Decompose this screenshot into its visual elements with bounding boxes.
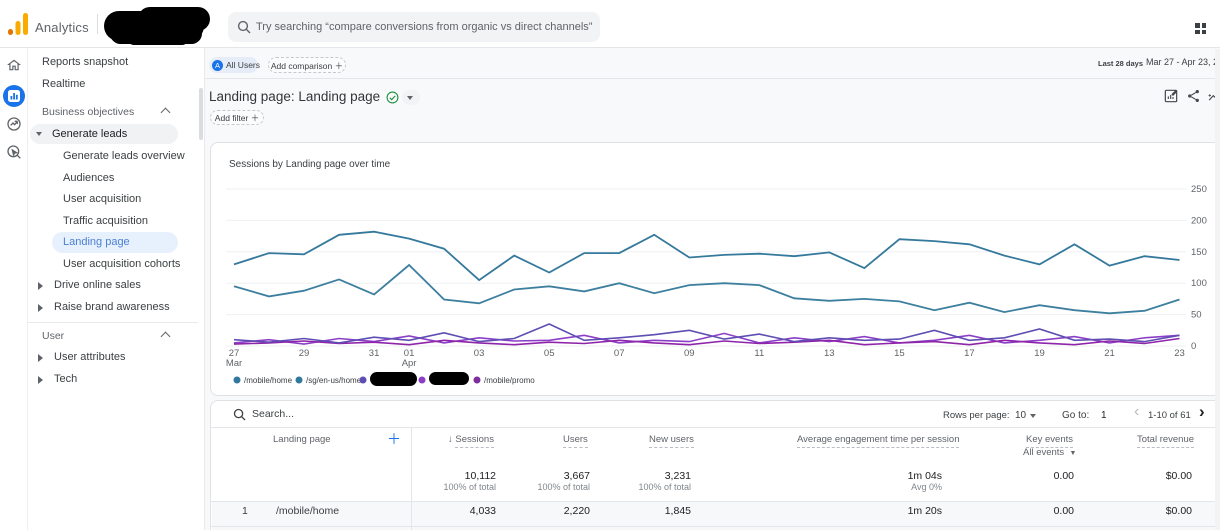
svg-text:100: 100 bbox=[1191, 278, 1207, 289]
svg-text:27: 27 bbox=[229, 348, 240, 359]
svg-text:Mar: Mar bbox=[226, 358, 242, 369]
svg-text:23: 23 bbox=[1174, 348, 1185, 359]
svg-text:0: 0 bbox=[1191, 341, 1196, 352]
svg-text:07: 07 bbox=[614, 348, 625, 359]
svg-text:01: 01 bbox=[404, 348, 415, 359]
svg-text:13: 13 bbox=[824, 348, 835, 359]
svg-text:09: 09 bbox=[684, 348, 695, 359]
svg-text:03: 03 bbox=[474, 348, 485, 359]
svg-text:/sg/en-us/home: /sg/en-us/home bbox=[306, 376, 362, 385]
svg-text:150: 150 bbox=[1191, 247, 1207, 258]
svg-text:/mobile/promo: /mobile/promo bbox=[484, 376, 535, 385]
svg-text:50: 50 bbox=[1191, 310, 1202, 321]
svg-text:11: 11 bbox=[754, 348, 764, 359]
svg-text:17: 17 bbox=[964, 348, 975, 359]
svg-text:15: 15 bbox=[894, 348, 905, 359]
svg-text:21: 21 bbox=[1104, 348, 1115, 359]
svg-text:/mobile/home: /mobile/home bbox=[244, 376, 293, 385]
svg-text:05: 05 bbox=[544, 348, 555, 359]
svg-text:31: 31 bbox=[369, 348, 380, 359]
svg-text:29: 29 bbox=[299, 348, 310, 359]
svg-text:250: 250 bbox=[1191, 184, 1207, 195]
svg-text:Apr: Apr bbox=[402, 358, 417, 369]
svg-text:19: 19 bbox=[1034, 348, 1045, 359]
svg-text:200: 200 bbox=[1191, 215, 1207, 226]
